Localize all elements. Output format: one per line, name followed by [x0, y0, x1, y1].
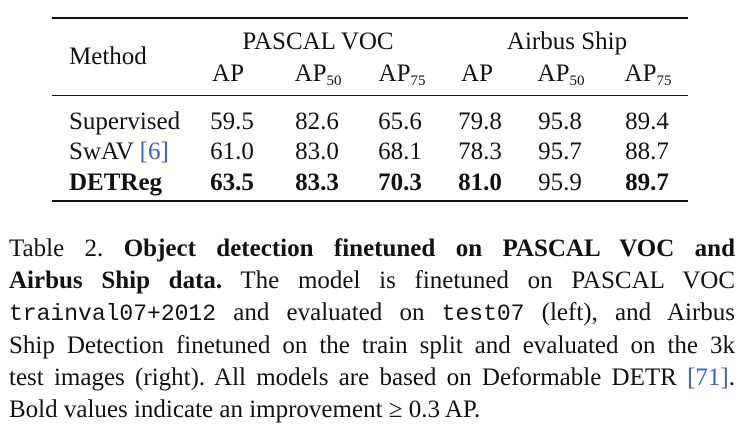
caption-line: test images (right). All models are base… [9, 364, 735, 391]
table-cell: 95.7 [538, 138, 582, 165]
table-cell: 89.7 [625, 169, 669, 196]
caption-line: Airbus Ship data. The model is finetuned… [9, 267, 735, 294]
table-cell: 83.3 [295, 169, 339, 196]
row-method-supervised: Supervised [69, 108, 181, 135]
table-top-rule [52, 17, 688, 19]
citation-link[interactable]: [6] [139, 138, 169, 165]
table-cell: 59.5 [210, 108, 254, 135]
row-method-swav: SwAV [6] [69, 138, 169, 165]
caption-title: Object detection finetuned on PASCAL VOC… [123, 235, 735, 262]
group-header-voc: PASCAL VOC [242, 28, 394, 55]
table-mid-rule [52, 95, 688, 96]
col-header-airbus-ap75: AP75 [624, 60, 672, 89]
table-cell: 95.8 [538, 108, 582, 135]
table-caption: Table 2. Object detection finetuned on P… [9, 233, 735, 426]
code-trainval: trainval07+2012 [9, 301, 217, 327]
method-header: Method [69, 43, 147, 70]
col-header-voc-ap: AP [212, 60, 244, 87]
table-cell: 88.7 [625, 138, 669, 165]
caption-label: Table 2. [9, 235, 124, 262]
table-cell: 68.1 [378, 138, 422, 165]
col-header-voc-ap50: AP50 [294, 60, 342, 89]
table-cell: 65.6 [378, 108, 422, 135]
row-method-detreg: DETReg [69, 169, 163, 196]
table-cell: 63.5 [210, 169, 254, 196]
table-cell: 82.6 [295, 108, 339, 135]
table-cell: 95.9 [538, 169, 582, 196]
table-cell: 81.0 [458, 169, 502, 196]
col-header-voc-ap75: AP75 [378, 60, 426, 89]
table-cell: 61.0 [210, 138, 254, 165]
caption-line: Ship Detection finetuned on the train sp… [9, 332, 735, 359]
caption-line: trainval07+2012 and evaluated on test07 … [9, 299, 736, 327]
group-header-airbus: Airbus Ship [506, 28, 628, 55]
table-cell: 83.0 [295, 138, 339, 165]
col-header-airbus-ap: AP [461, 60, 493, 87]
code-test07: test07 [441, 301, 525, 327]
caption-title: Airbus Ship data. [9, 267, 223, 294]
table-cell: 89.4 [625, 108, 669, 135]
table-cell: 78.3 [458, 138, 502, 165]
citation-link[interactable]: [71] [687, 364, 729, 391]
caption-line: Bold values indicate an improvement ≥ 0.… [9, 396, 481, 423]
table-cell: 79.8 [458, 108, 502, 135]
table-bottom-rule [52, 200, 688, 202]
table-cell: 70.3 [378, 169, 422, 196]
col-header-airbus-ap50: AP50 [537, 60, 585, 89]
caption-line: Table 2. Object detection finetuned on P… [9, 233, 735, 265]
